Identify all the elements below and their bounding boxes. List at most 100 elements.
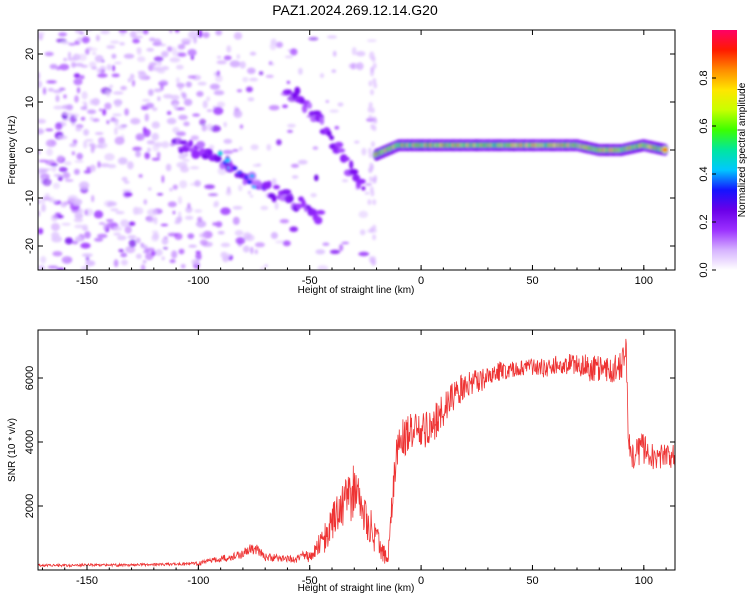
- heatmap-cell: [274, 202, 279, 210]
- heatmap-cell: [217, 167, 227, 176]
- x-tick-label: -100: [187, 575, 209, 587]
- heatmap-cell: [95, 34, 100, 42]
- heatmap-cell: [213, 106, 224, 115]
- heatmap-cell: [58, 32, 67, 37]
- heatmap-cell: [181, 41, 191, 45]
- heatmap-cell: [197, 30, 203, 38]
- heatmap-cell: [120, 259, 128, 266]
- heatmap-cell: [61, 222, 71, 226]
- heatmap-cell: [286, 80, 291, 84]
- colorbar-scale: [712, 30, 737, 270]
- heatmap-cell: [130, 117, 141, 125]
- heatmap-cell: [175, 131, 186, 137]
- heatmap-cell: [341, 241, 350, 245]
- heatmap-cell: [356, 178, 366, 185]
- heatmap-cell: [287, 123, 296, 128]
- heatmap-cell: [153, 56, 164, 62]
- heatmap-cell: [332, 50, 337, 57]
- heatmap-cell: [72, 200, 82, 206]
- heatmap-cell: [337, 148, 346, 153]
- heatmap-cell: [264, 264, 268, 267]
- heatmap-cell: [53, 173, 63, 177]
- heatmap-cell: [38, 80, 43, 89]
- heatmap-cell: [63, 94, 67, 99]
- heatmap-cell: [52, 89, 63, 94]
- heatmap-cell: [93, 210, 104, 219]
- heatmap-cell: [206, 109, 213, 112]
- heatmap-cell: [232, 205, 243, 210]
- heatmap-cell: [196, 141, 206, 149]
- heatmap-cell: [57, 135, 68, 140]
- heatmap-cell: [55, 122, 63, 130]
- heatmap-cell: [137, 56, 146, 63]
- colorbar-tick-label: 0.4: [698, 166, 710, 181]
- snr-panel: -150 -100 -50 0 50 100 2000 4000 6000 Height of…: [7, 329, 676, 594]
- heatmap-cell: [206, 123, 213, 131]
- heatmap-cell: [358, 210, 369, 218]
- heatmap-cell: [223, 121, 227, 128]
- heatmap-cell: [187, 202, 191, 209]
- heatmap-cell: [92, 118, 100, 122]
- heatmap-cell: [47, 265, 59, 269]
- heatmap-cell: [160, 223, 169, 227]
- heatmap-cell: [195, 220, 207, 228]
- heatmap-cell: [366, 39, 377, 42]
- heatmap-cell: [370, 89, 374, 96]
- heatmap-cell: [202, 31, 210, 39]
- heatmap-cell: [370, 107, 375, 114]
- heatmap-cell: [299, 98, 306, 105]
- heatmap-cell: [227, 186, 231, 193]
- heatmap-cell: [132, 38, 140, 44]
- heatmap-cell: [319, 116, 324, 125]
- heatmap-cell: [151, 230, 159, 234]
- heatmap-cell: [56, 267, 65, 270]
- heatmap-cell: [169, 187, 173, 192]
- heatmap-cell: [106, 120, 110, 125]
- heatmap-cell: [73, 218, 84, 223]
- heatmap-cell: [364, 191, 370, 195]
- heatmap-cell: [110, 208, 119, 212]
- heatmap-cell: [232, 166, 238, 171]
- heatmap-cell: [188, 139, 193, 147]
- heatmap-cell: [339, 244, 344, 252]
- heatmap-cell: [309, 208, 317, 216]
- heatmap-cell: [213, 90, 225, 96]
- heatmap-cell: [232, 216, 240, 225]
- heatmap-cell: [206, 96, 211, 102]
- heatmap-cell: [47, 87, 54, 92]
- heatmap-cell: [71, 240, 79, 245]
- heatmap-cell: [191, 150, 201, 159]
- heatmap-cell: [169, 57, 181, 63]
- heatmap-cell: [89, 164, 96, 172]
- heatmap-cell: [76, 152, 83, 160]
- heatmap-cell: [161, 141, 170, 149]
- heatmap-cell: [159, 43, 167, 47]
- heatmap-noise-layer: [38, 30, 378, 270]
- heatmap-cell: [46, 148, 53, 156]
- heatmap-cell: [140, 264, 146, 270]
- heatmap-cell: [236, 54, 241, 60]
- heatmap-cell: [361, 147, 367, 156]
- heatmap-cell: [74, 114, 79, 118]
- heatmap-cell: [201, 124, 207, 132]
- heatmap-cell: [174, 30, 180, 33]
- heatmap-cell: [58, 87, 66, 91]
- heatmap-cell: [225, 158, 230, 163]
- heatmap-cell: [74, 95, 79, 103]
- heatmap-cell: [247, 180, 253, 184]
- spectrogram-y-label: Frequency (Hz): [7, 116, 18, 185]
- heatmap-cell: [187, 75, 197, 79]
- heatmap-cell: [148, 89, 154, 96]
- heatmap-cell: [282, 104, 288, 109]
- heatmap-cell: [204, 184, 216, 190]
- heatmap-cell: [242, 76, 249, 83]
- heatmap-cell: [42, 87, 47, 95]
- heatmap-cell: [216, 55, 222, 59]
- heatmap-cell: [80, 106, 88, 111]
- heatmap-cell: [143, 199, 148, 205]
- heatmap-cell: [109, 84, 114, 89]
- heatmap-cell: [156, 151, 161, 159]
- heatmap-cell: [80, 242, 91, 249]
- heatmap-cell: [38, 32, 44, 39]
- heatmap-cell: [372, 234, 377, 241]
